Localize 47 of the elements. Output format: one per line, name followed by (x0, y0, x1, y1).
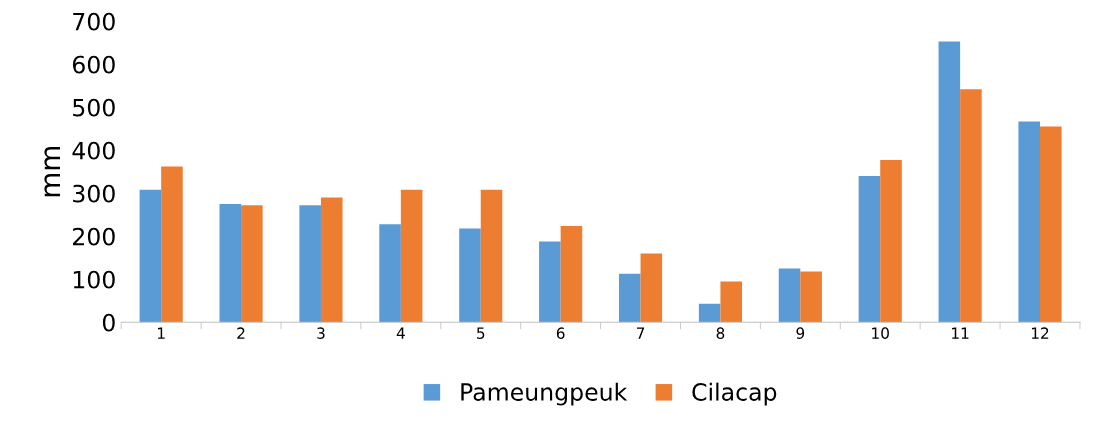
bar (1018, 121, 1041, 323)
y-tick-label: 400 (72, 141, 115, 160)
y-tick-label: 700 (73, 12, 115, 31)
bar (219, 203, 242, 323)
bar (778, 268, 801, 323)
y-tick-label: 500 (73, 98, 115, 117)
y-tick-label: 0 (102, 313, 115, 332)
x-tick-label: 1 (157, 327, 165, 339)
bar (320, 197, 343, 323)
legend-label: Pameungpeuk (461, 382, 628, 406)
bar (241, 205, 263, 323)
bar (800, 271, 822, 323)
bar (1040, 126, 1062, 323)
x-tick-label: 7 (636, 327, 645, 339)
y-axis-title: mm (44, 147, 60, 197)
bar (698, 303, 721, 323)
bar (938, 41, 961, 323)
bar (618, 273, 641, 323)
x-tick-label: 12 (1031, 327, 1049, 339)
x-tick-label: 8 (716, 327, 725, 339)
bar (640, 253, 663, 323)
bar (539, 241, 561, 323)
x-tick-label: 2 (237, 327, 245, 339)
y-tick-label: 100 (73, 270, 115, 289)
bar (161, 166, 183, 323)
x-tick-label: 10 (872, 327, 889, 339)
y-tick-label: 600 (72, 55, 115, 74)
bar (139, 189, 162, 323)
bar (858, 176, 881, 323)
bar (880, 160, 902, 323)
x-tick-label: 5 (477, 327, 485, 339)
bar (720, 281, 742, 323)
bar (480, 189, 503, 323)
x-tick-label: 11 (952, 327, 969, 339)
bar (299, 205, 321, 323)
bar (960, 89, 982, 323)
bar (560, 225, 583, 323)
bar (459, 228, 481, 323)
x-tick-label: 3 (317, 327, 325, 339)
bar (400, 189, 423, 323)
x-tick-label: 9 (796, 327, 805, 339)
bar (379, 224, 401, 323)
x-tick-label: 6 (556, 327, 565, 339)
y-tick-label: 300 (73, 184, 115, 203)
x-tick-label: 4 (396, 327, 405, 339)
legend-label: Cilacap (692, 382, 777, 406)
y-tick-label: 200 (73, 227, 115, 246)
